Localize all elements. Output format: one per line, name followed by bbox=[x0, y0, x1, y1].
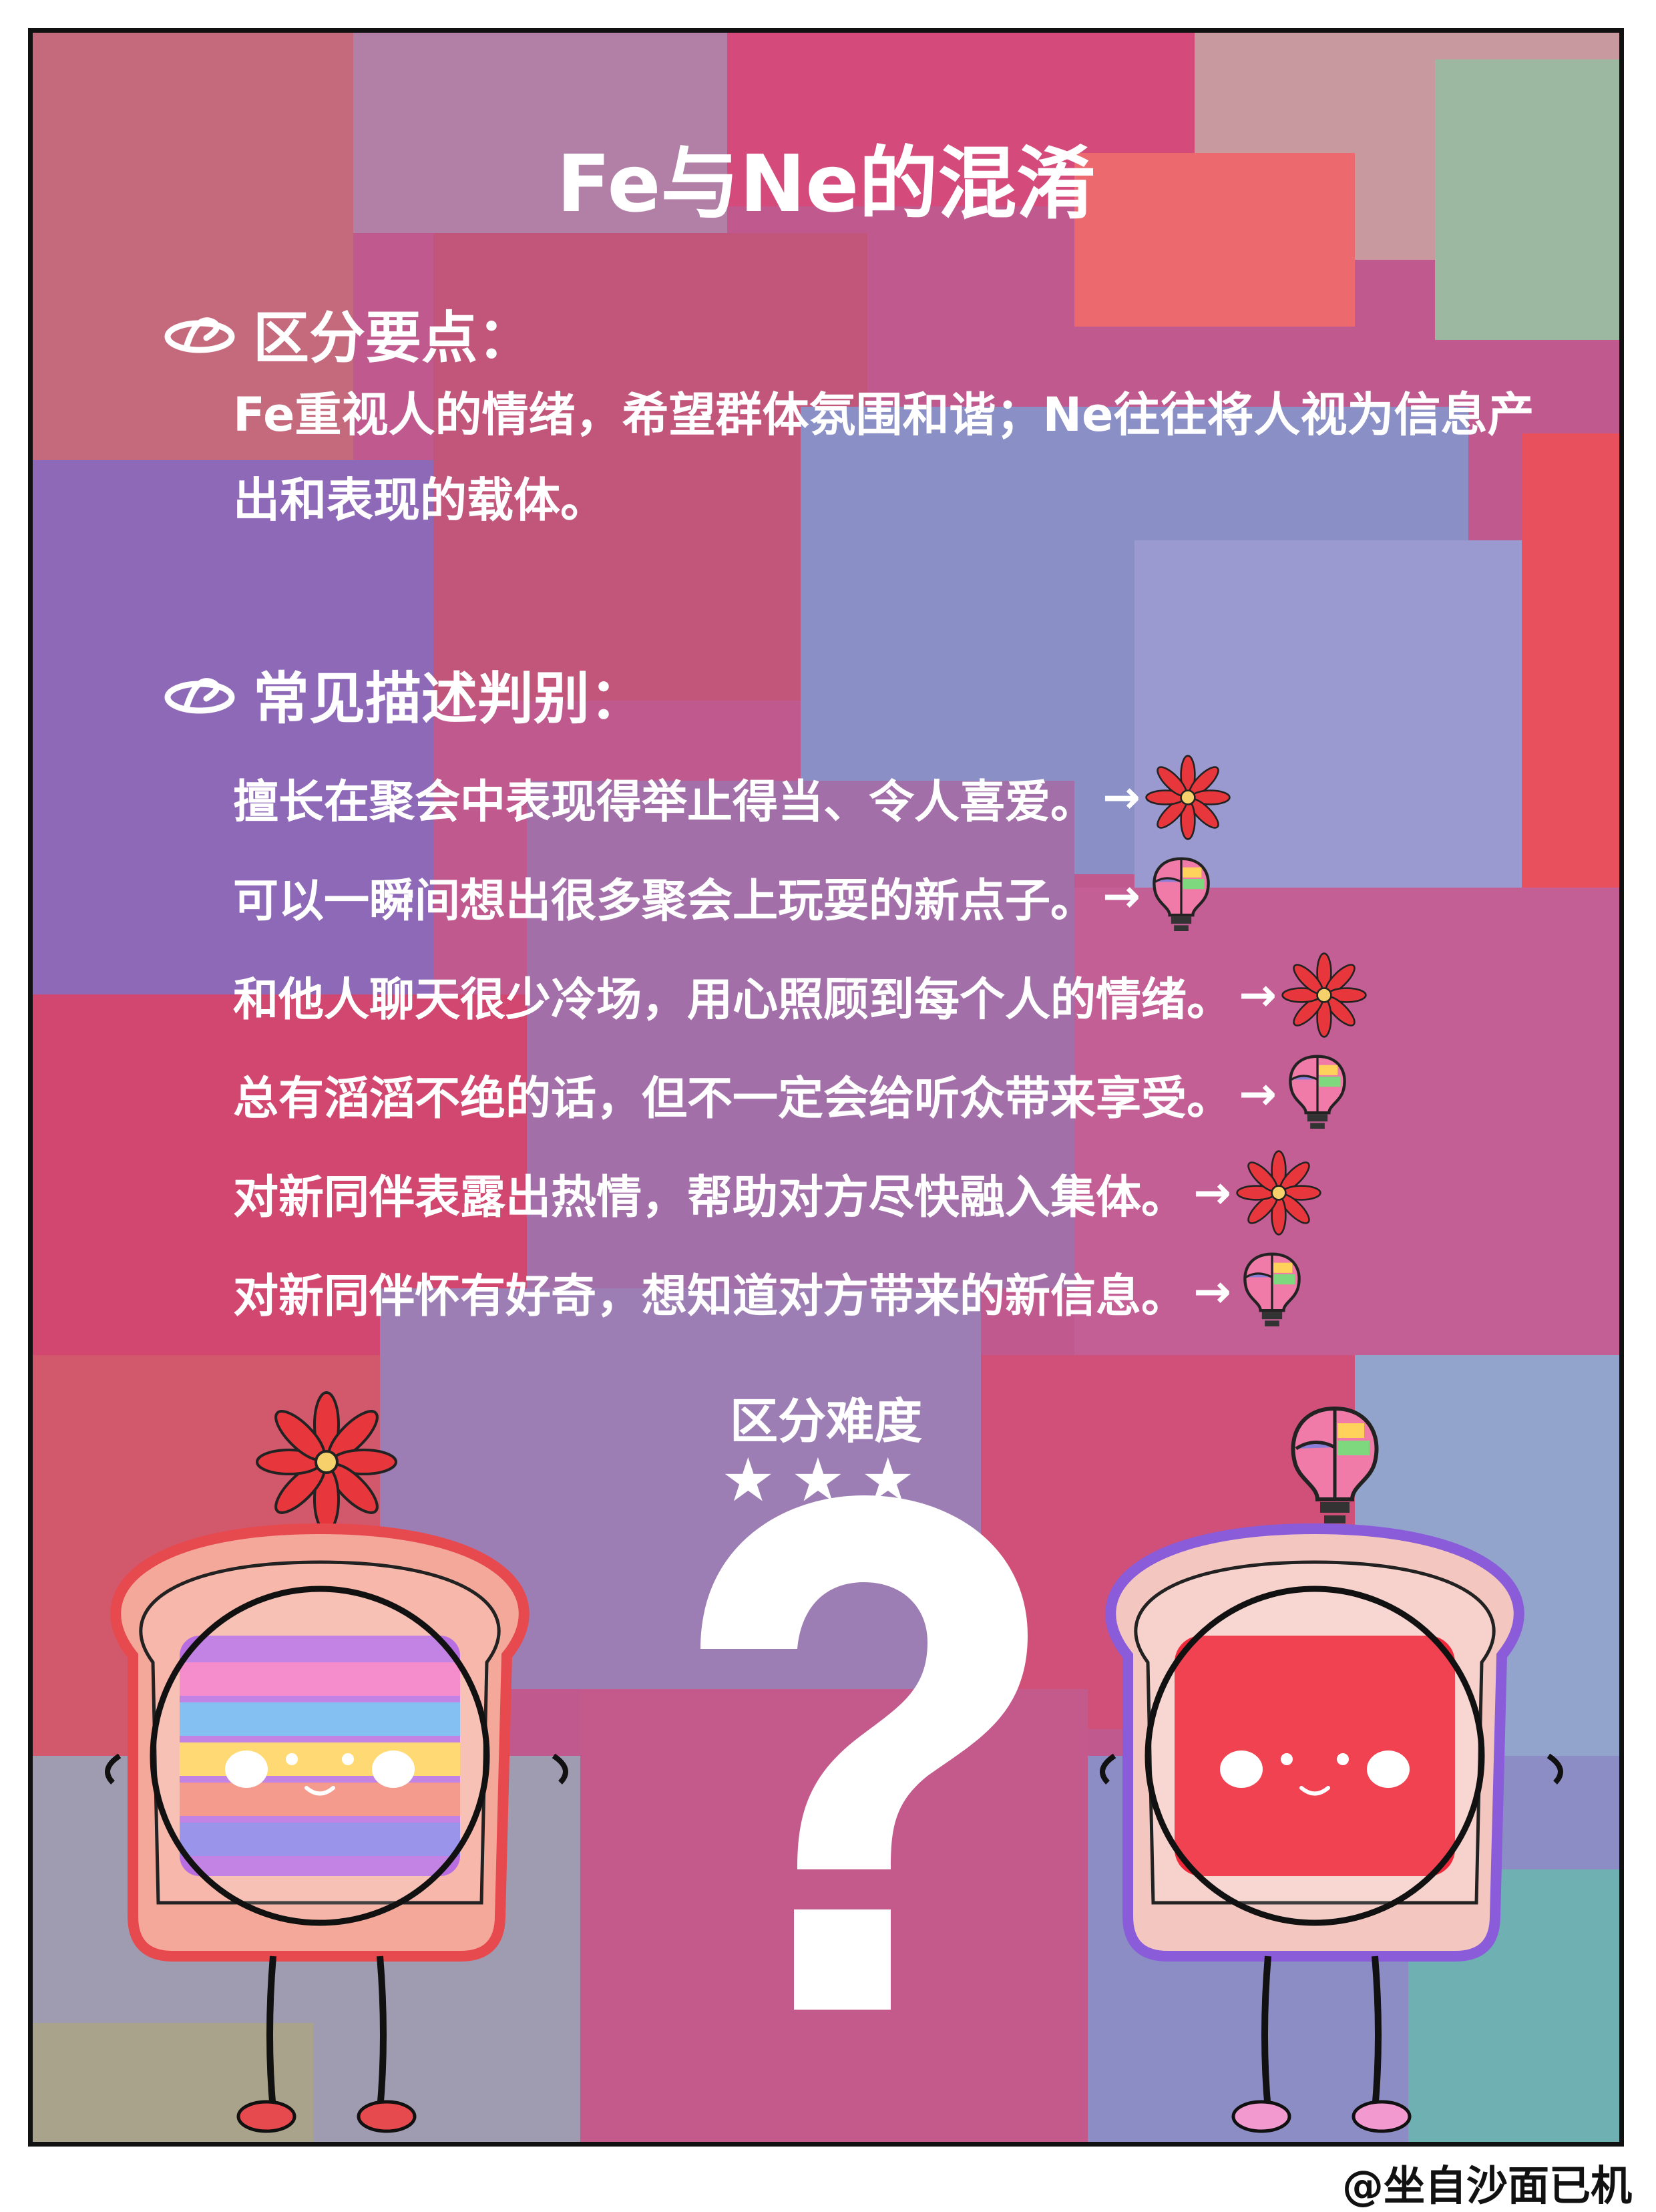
arrow-icon: → bbox=[1193, 1166, 1231, 1220]
key-points-text: Fe重视人的情绪，希望群体氛围和谐；Ne往往将人视为信息产出和表现的载体。 bbox=[233, 387, 1534, 528]
flower-icon bbox=[1281, 952, 1367, 1038]
list-item-text: 擅长在聚会中表现得举止得当、令人喜爱。 bbox=[233, 775, 1096, 829]
arrow-icon: → bbox=[1239, 968, 1277, 1022]
flower-icon bbox=[1145, 755, 1231, 840]
bee-doodle-icon bbox=[164, 677, 235, 713]
author-credit: @坐自沙面已机 bbox=[1341, 2161, 1632, 2210]
poster-frame: Fe与Ne的混淆 区分要点： Fe重视人的情绪，希望群体氛围和谐；Ne往往将人视… bbox=[28, 28, 1624, 2147]
brain-bulb-icon bbox=[1289, 1055, 1346, 1129]
arrow-icon: → bbox=[1102, 771, 1141, 824]
section-heading-descriptions: 常见描述判别： bbox=[160, 654, 646, 735]
bg-block bbox=[433, 233, 867, 701]
brain-bulb-icon bbox=[1243, 1252, 1301, 1326]
bee-doodle-icon bbox=[164, 317, 235, 353]
list-item-text: 对新同伴怀有好奇，想知道对方带来的新信息。 bbox=[233, 1270, 1187, 1323]
list-item: 总有滔滔不绝的话，但不一定会给听众带来享受。 → bbox=[233, 1051, 1354, 1137]
arrow-icon: → bbox=[1239, 1067, 1277, 1121]
bg-block bbox=[1074, 153, 1355, 327]
list-item-text: 和他人聊天很少冷场，用心照顾到每个人的情绪。 bbox=[233, 973, 1233, 1027]
brain-bulb-icon bbox=[1153, 857, 1210, 931]
bg-block bbox=[1522, 433, 1619, 901]
section-heading-label: 区分要点： bbox=[253, 305, 534, 371]
toast-character-left bbox=[105, 1523, 568, 2133]
list-item: 擅长在聚会中表现得举止得当、令人喜爱。 → bbox=[233, 754, 1231, 841]
difficulty-label: 区分难度 bbox=[729, 1393, 922, 1449]
list-item: 对新同伴怀有好奇，想知道对方带来的新信息。 → bbox=[233, 1248, 1309, 1335]
list-item: 对新同伴表露出热情，帮助对方尽快融入集体。 → bbox=[233, 1149, 1322, 1236]
brain-bulb-icon bbox=[1291, 1406, 1379, 1523]
page-title: Fe与Ne的混淆 bbox=[556, 138, 1096, 230]
bg-block bbox=[353, 33, 727, 233]
bg-block bbox=[33, 33, 353, 460]
section-heading-key-points: 区分要点： bbox=[160, 293, 534, 374]
question-mark-icon bbox=[700, 1495, 1028, 2010]
flower-icon bbox=[256, 1391, 397, 1533]
toast-character-right bbox=[1100, 1523, 1563, 2133]
toast-illustration bbox=[105, 1391, 1563, 2133]
flower-icon bbox=[1236, 1150, 1321, 1236]
bg-block bbox=[527, 781, 1074, 1288]
bg-block bbox=[1435, 59, 1619, 340]
list-item-text: 对新同伴表露出热情，帮助对方尽快融入集体。 bbox=[233, 1171, 1187, 1224]
bg-block bbox=[33, 460, 433, 994]
section-heading-label: 常见描述判别： bbox=[253, 666, 646, 731]
list-item: 可以一瞬间想出很多聚会上玩耍的新点子。 → bbox=[233, 853, 1218, 940]
list-item: 和他人聊天很少冷场，用心照顾到每个人的情绪。 → bbox=[233, 952, 1368, 1039]
arrow-icon: → bbox=[1102, 870, 1141, 923]
arrow-icon: → bbox=[1193, 1265, 1231, 1318]
list-item-text: 总有滔滔不绝的话，但不一定会给听众带来享受。 bbox=[233, 1072, 1233, 1125]
list-item-text: 可以一瞬间想出很多聚会上玩耍的新点子。 bbox=[233, 874, 1096, 928]
